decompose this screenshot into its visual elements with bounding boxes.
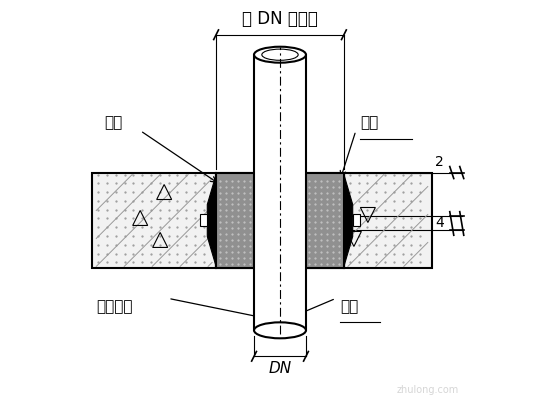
Text: 4: 4	[435, 216, 444, 230]
Bar	[353, 215, 360, 226]
Text: 小管: 小管	[340, 299, 358, 314]
Bar	[344, 173, 432, 269]
Bar	[254, 55, 306, 330]
Ellipse shape	[262, 49, 298, 60]
Bar	[216, 173, 254, 269]
Polygon shape	[344, 175, 353, 266]
Bar	[216, 173, 344, 269]
Text: 比 DN 大二号: 比 DN 大二号	[242, 10, 318, 28]
Bar	[200, 215, 207, 226]
Text: 套管: 套管	[360, 115, 378, 130]
Text: zhulong.com: zhulong.com	[396, 385, 459, 395]
Bar	[216, 173, 344, 269]
Ellipse shape	[254, 47, 306, 63]
Ellipse shape	[254, 322, 306, 338]
Text: 2: 2	[435, 156, 444, 169]
Polygon shape	[207, 175, 216, 266]
Text: 石棉水泥: 石棉水泥	[96, 299, 133, 314]
Text: 油麻: 油麻	[104, 115, 123, 130]
Bar	[306, 173, 344, 269]
Text: DN: DN	[268, 361, 292, 376]
Bar	[92, 173, 216, 269]
